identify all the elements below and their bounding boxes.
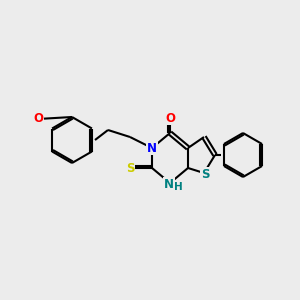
Text: N: N — [164, 178, 174, 190]
Text: O: O — [165, 112, 175, 124]
Text: H: H — [174, 182, 183, 192]
Text: S: S — [201, 167, 209, 181]
Text: O: O — [33, 112, 43, 125]
Text: S: S — [126, 161, 134, 175]
Text: N: N — [147, 142, 157, 154]
